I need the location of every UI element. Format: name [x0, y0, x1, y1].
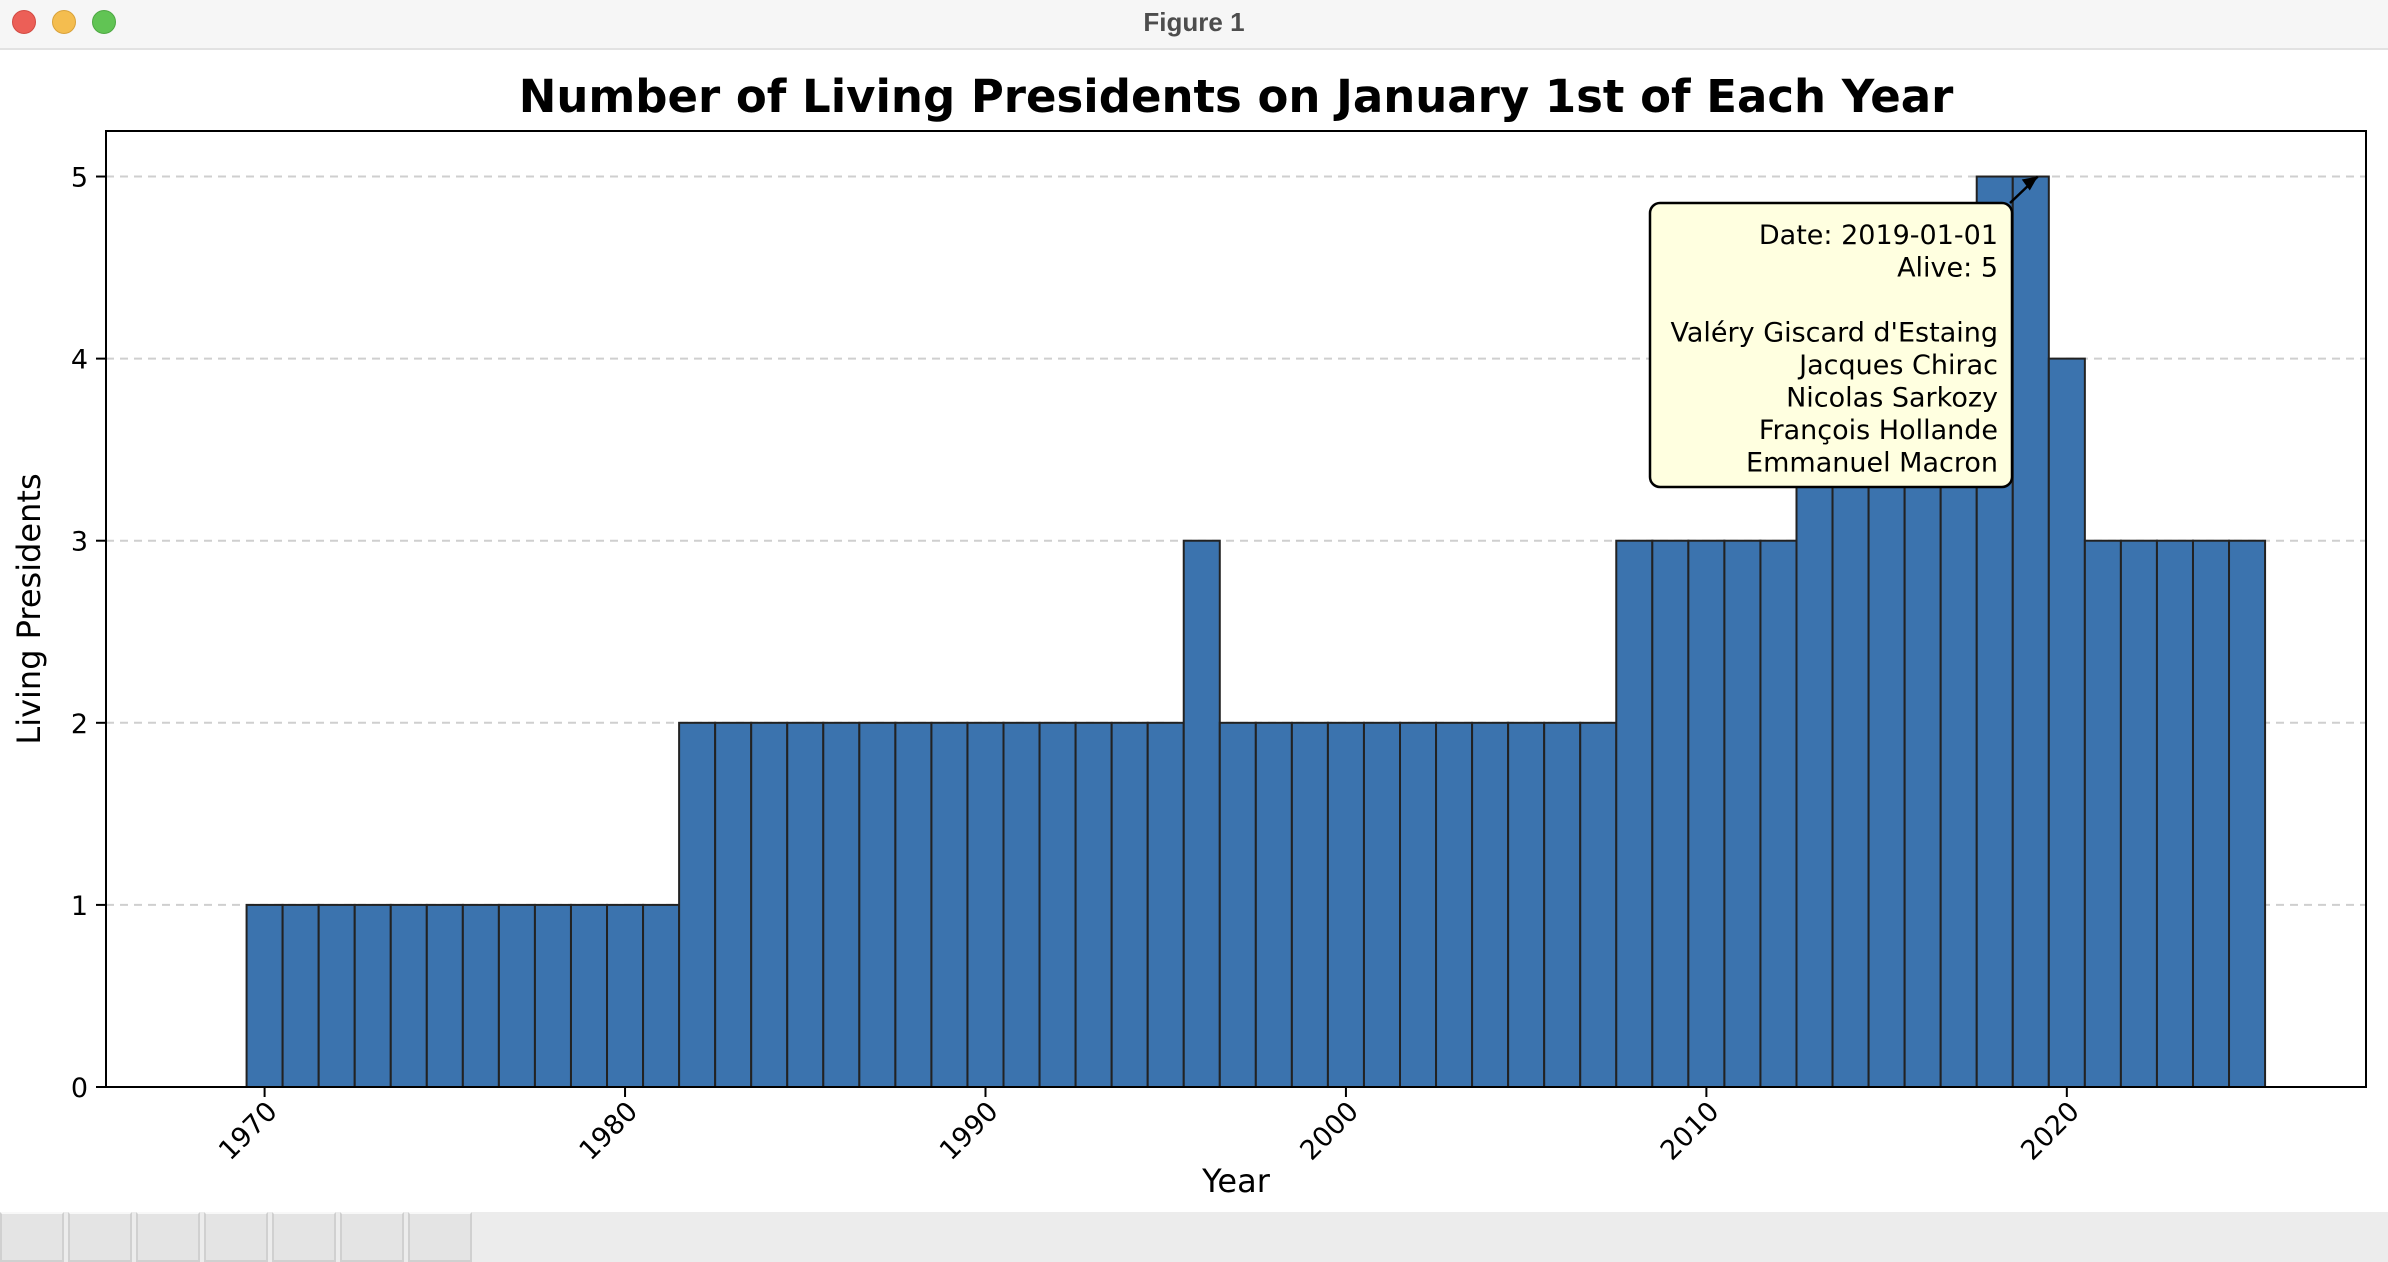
- bar-1978[interactable]: [533, 903, 572, 1089]
- annotation-line: Jacques Chirac: [1797, 350, 1998, 381]
- bar-2020[interactable]: [2047, 357, 2086, 1089]
- bar-2004[interactable]: [1471, 721, 1510, 1088]
- bar-1974[interactable]: [389, 903, 428, 1089]
- x-tick-label: 1970: [213, 1096, 284, 1167]
- maximize-window-button[interactable]: [92, 10, 116, 34]
- annotation-line: Alive: 5: [1897, 253, 1998, 284]
- bar-2000[interactable]: [1326, 721, 1365, 1088]
- bar-2003[interactable]: [1435, 721, 1474, 1088]
- bar-1983[interactable]: [714, 721, 753, 1088]
- bar-1999[interactable]: [1290, 721, 1329, 1088]
- pan-button[interactable]: [204, 1212, 268, 1262]
- bar-1988[interactable]: [894, 721, 933, 1088]
- bar-2012[interactable]: [1759, 539, 1798, 1088]
- axes-frame: [105, 130, 2367, 1088]
- bar-chart: 0 1 2 3 4 5 1970 1980 1990 2000 2010 2020 Number of…: [10, 70, 2367, 1200]
- bar-1989[interactable]: [930, 721, 969, 1088]
- bar-1987[interactable]: [858, 721, 897, 1088]
- zoom-button[interactable]: [272, 1212, 336, 1262]
- bar-1992[interactable]: [1038, 721, 1077, 1088]
- close-window-button[interactable]: [12, 10, 36, 34]
- bar-1975[interactable]: [425, 903, 464, 1089]
- annotation-line: Valéry Giscard d'Estaing: [1671, 318, 1999, 349]
- bar-2023[interactable]: [2155, 539, 2194, 1088]
- bar-1986[interactable]: [822, 721, 861, 1088]
- annotation-line: François Hollande: [1759, 415, 1998, 446]
- bar-2005[interactable]: [1507, 721, 1546, 1088]
- chart-title: Number of Living Presidents on January 1…: [519, 70, 1954, 123]
- bar-2019[interactable]: [2011, 175, 2050, 1089]
- y-tick-label: 0: [71, 1073, 88, 1104]
- bar-1984[interactable]: [750, 721, 789, 1088]
- bar-2002[interactable]: [1399, 721, 1438, 1088]
- bar-2021[interactable]: [2083, 539, 2122, 1088]
- x-tick-label: 1990: [934, 1096, 1005, 1167]
- forward-button[interactable]: [136, 1212, 200, 1262]
- bar-2024[interactable]: [2191, 539, 2231, 1088]
- bar-1993[interactable]: [1074, 721, 1113, 1088]
- bar-2022[interactable]: [2119, 539, 2158, 1088]
- bar-1994[interactable]: [1110, 721, 1149, 1088]
- bar-1985[interactable]: [786, 721, 825, 1088]
- bar-1979[interactable]: [569, 903, 609, 1089]
- bar-1976[interactable]: [461, 903, 500, 1089]
- bar-1997[interactable]: [1218, 721, 1257, 1088]
- y-tick-label: 4: [71, 345, 88, 376]
- annotation-line: Emmanuel Macron: [1746, 448, 1998, 479]
- bar-1971[interactable]: [281, 903, 320, 1089]
- bar-2001[interactable]: [1362, 721, 1402, 1088]
- y-tick-label: 1: [71, 891, 88, 922]
- save-figure-button[interactable]: [408, 1212, 472, 1262]
- y-tick-label: 3: [71, 527, 88, 558]
- figure-canvas: 0 1 2 3 4 5 1970 1980 1990 2000 2010 2020 Number of…: [0, 50, 2388, 1212]
- bar-1982[interactable]: [678, 721, 717, 1088]
- bar-1970[interactable]: [245, 903, 284, 1089]
- annotation-arrowhead: [2021, 176, 2038, 191]
- y-axis-label: Living Presidents: [10, 473, 48, 744]
- bar-1973[interactable]: [353, 903, 392, 1089]
- bar-2011[interactable]: [1723, 539, 1762, 1088]
- bar-2008[interactable]: [1615, 539, 1654, 1088]
- y-tick-label: 2: [71, 709, 88, 740]
- x-tick-label: 2000: [1294, 1096, 1365, 1167]
- x-tick-label: 2020: [2015, 1096, 2086, 1167]
- x-axis-label: Year: [1201, 1162, 1271, 1200]
- bar-2025[interactable]: [2228, 539, 2267, 1088]
- bar-1980[interactable]: [606, 903, 645, 1089]
- figure-toolbar: [0, 1212, 2388, 1262]
- bar-2010[interactable]: [1687, 539, 1726, 1088]
- bar-1991[interactable]: [1002, 721, 1041, 1088]
- bar-1995[interactable]: [1146, 721, 1185, 1088]
- bar-2009[interactable]: [1651, 539, 1690, 1088]
- annotation-box: [1648, 201, 2014, 489]
- home-button[interactable]: [0, 1212, 64, 1262]
- bar-2006[interactable]: [1543, 721, 1582, 1088]
- x-tick-label: 1980: [573, 1096, 644, 1167]
- bar-1977[interactable]: [497, 903, 536, 1089]
- window-title: Figure 1: [1143, 7, 1245, 37]
- y-tick-label: 5: [71, 163, 88, 194]
- configure-subplots-button[interactable]: [340, 1212, 404, 1262]
- window-titlebar: Figure 1: [0, 0, 2388, 50]
- x-tick-label: 2010: [1655, 1096, 1726, 1167]
- bar-1996[interactable]: [1182, 539, 1221, 1088]
- back-button[interactable]: [68, 1212, 132, 1262]
- annotation-line: Date: 2019-01-01: [1759, 220, 1998, 251]
- bar-1998[interactable]: [1254, 721, 1293, 1088]
- minimize-window-button[interactable]: [52, 10, 76, 34]
- bar-2007[interactable]: [1579, 721, 1618, 1088]
- bar-1990[interactable]: [966, 721, 1005, 1088]
- bar-1972[interactable]: [317, 903, 356, 1089]
- annotation-line: Nicolas Sarkozy: [1786, 383, 1998, 414]
- bar-1981[interactable]: [642, 903, 681, 1089]
